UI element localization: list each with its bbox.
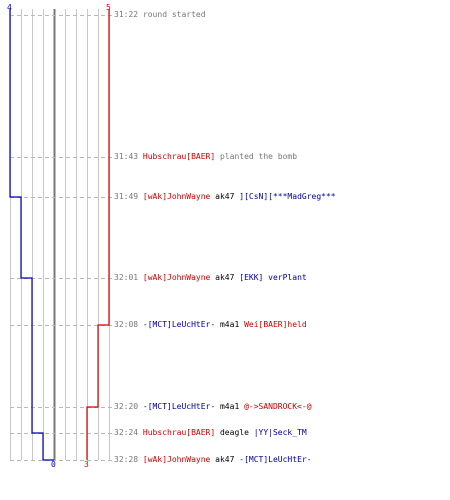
event-weapon: ak47 [210,273,240,282]
event-time: 31:43 [114,152,139,161]
event-action: planted the bomb [215,152,298,161]
event-time: 32:20 [114,402,139,411]
event-player-blue: -[MCT]LeUcHtEr- [142,402,216,411]
event-time: 31:22 [114,10,139,19]
event-row: 32:01 [wAk]JohnWayne ak47 [EKK] verPlant [114,273,307,283]
event-row: 32:24 Hubschrau[BAER] deagle |YY|Seck_TM [114,428,307,438]
event-action: round started [142,10,206,19]
red-team-alive-line [86,9,110,460]
event-player-blue: -[MCT]LeUcHtEr- [239,455,312,464]
event-player-red: Wei[BAER]held [244,320,307,329]
event-player-red: [wAk]JohnWayne [142,455,211,464]
event-time: 32:08 [114,320,139,329]
event-row: 32:08 -[MCT]LeUcHtEr- m4a1 Wei[BAER]held [114,320,307,330]
event-time: 31:49 [114,192,139,201]
event-player-red: Hubschrau[BAER] [142,428,216,437]
red-team-start-count: 5 [106,3,111,12]
event-weapon: m4a1 [215,402,245,411]
event-row: 32:28 [wAk]JohnWayne ak47 -[MCT]LeUcHtEr… [114,455,312,465]
event-player-blue: -[MCT]LeUcHtEr- [142,320,216,329]
blue-team-end-count: 0 [51,460,56,469]
event-player-blue: |YY|Seck_TM [253,428,307,437]
event-player-red: [wAk]JohnWayne [142,273,211,282]
event-player-red: Hubschrau[BAER] [142,152,216,161]
event-player-red: [wAk]JohnWayne [142,192,211,201]
event-time: 32:24 [114,428,139,437]
event-time: 32:28 [114,455,139,464]
red-team-end-count: 3 [84,460,89,469]
event-player-blue: ][CsN][***MadGreg*** [239,192,336,201]
event-row: 31:43 Hubschrau[BAER] planted the bomb [114,152,297,162]
event-weapon: deagle [215,428,254,437]
event-weapon: ak47 [210,192,240,201]
event-row: 32:20 -[MCT]LeUcHtEr- m4a1 @->SANDROCK<-… [114,402,312,412]
event-row: 31:49 [wAk]JohnWayne ak47 ][CsN][***MadG… [114,192,336,202]
blue-team-alive-line [9,9,54,461]
event-time: 32:01 [114,273,139,282]
event-player-red: @->SANDROCK<-@ [244,402,312,411]
event-player-blue: [EKK] verPlant [239,273,307,282]
blue-team-start-count: 4 [7,3,12,12]
event-weapon: ak47 [210,455,240,464]
event-weapon: m4a1 [215,320,245,329]
event-row: 31:22 round started [114,10,206,20]
